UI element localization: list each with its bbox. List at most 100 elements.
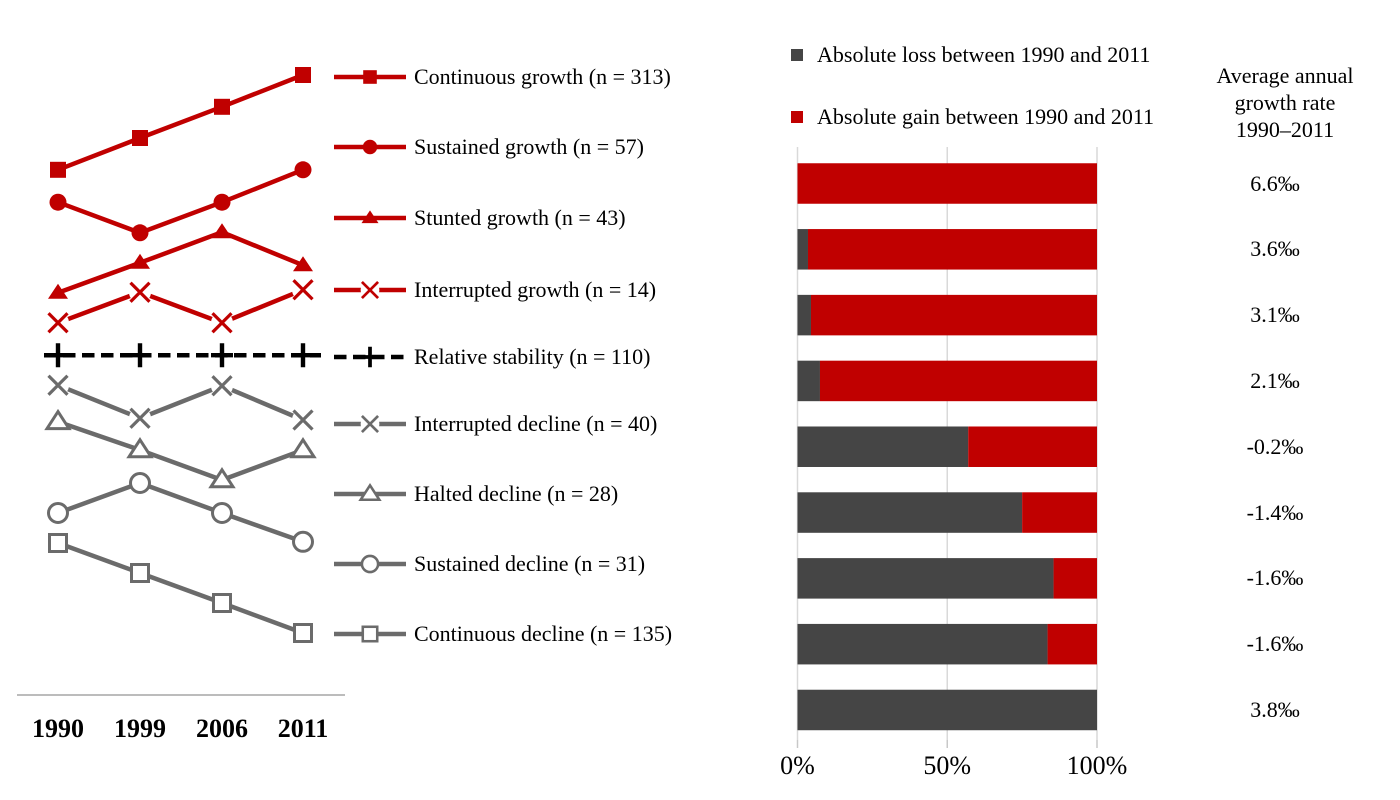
bar-loss-segment-row8 — [797, 623, 1048, 665]
series-marker-stunted-growth-n-43 — [48, 283, 68, 299]
growth-rate-value-row7: -1.6‰ — [1246, 565, 1304, 591]
series-marker-interrupted-decline-n-40 — [211, 374, 233, 397]
bar-loss-segment-row7 — [797, 558, 1054, 599]
legend-key-marker-halted-decline-n-28 — [358, 482, 382, 502]
series-marker-continuous-decline-n-135 — [130, 563, 150, 583]
series-marker-sustained-growth-n-57 — [131, 224, 149, 242]
series-marker-continuous-decline-n-135 — [212, 593, 232, 613]
bar-loss-segment-row9 — [797, 689, 1097, 731]
year-label-2006: 2006 — [196, 714, 248, 743]
legend-key-marker-continuous-growth-n-313 — [363, 70, 377, 84]
series-marker-sustained-decline-n-31 — [47, 502, 69, 524]
series-marker-sustained-decline-n-31 — [292, 530, 314, 553]
growth-rate-value-row3: 3.1‰ — [1250, 302, 1300, 328]
series-line-halted-decline-n-28 — [57, 419, 304, 483]
gain-legend-swatch-icon — [791, 111, 803, 123]
bar-loss-segment-row6 — [797, 492, 1023, 533]
growth-rate-value-row5: -0.2‰ — [1246, 433, 1304, 459]
bar-gain-segment-row1 — [797, 163, 1097, 204]
growth-rate-value-row4: 2.1‰ — [1250, 367, 1300, 393]
legend-key-marker-continuous-decline-n-135 — [361, 625, 379, 643]
series-line-interrupted-decline-n-40 — [57, 383, 304, 423]
year-label-1999: 1999 — [114, 714, 166, 743]
series-marker-sustained-growth-n-57 — [49, 193, 67, 211]
line-legend-label-stunted-growth-n-43: Stunted growth (n = 43) — [414, 205, 626, 230]
year-label-2011: 2011 — [277, 714, 329, 743]
series-line-continuous-decline-n-135 — [57, 540, 304, 636]
bar-axis-label-100: 100% — [1066, 751, 1128, 780]
bar-gain-segment-row7 — [1053, 558, 1097, 599]
bar-gain-segment-row8 — [1047, 623, 1097, 665]
series-marker-continuous-growth-n-313 — [50, 161, 66, 178]
growth-rate-value-row6: -1.4‰ — [1246, 499, 1304, 525]
series-marker-interrupted-growth-n-14 — [292, 278, 314, 301]
series-marker-halted-decline-n-28 — [289, 437, 317, 459]
growth-typology-line-chart — [17, 67, 406, 696]
series-marker-continuous-growth-n-313 — [295, 67, 311, 83]
line-legend-label-interrupted-growth-n-14: Interrupted growth (n = 14) — [414, 277, 657, 302]
growth-rate-value-row2: 3.6‰ — [1250, 236, 1300, 262]
series-marker-sustained-growth-n-57 — [213, 193, 231, 211]
line-legend-label-continuous-decline-n-135: Continuous decline (n = 135) — [414, 621, 673, 646]
loss-gain-stacked-bar-chart — [796, 147, 1098, 748]
line-legend-label-sustained-growth-n-57: Sustained growth (n = 57) — [414, 134, 644, 159]
series-marker-sustained-decline-n-31 — [129, 472, 151, 494]
bar-gain-segment-row5 — [968, 426, 1097, 467]
line-legend-label-sustained-decline-n-31: Sustained decline (n = 31) — [414, 551, 646, 576]
bar-loss-segment-row2 — [797, 229, 808, 270]
series-line-continuous-growth-n-313 — [57, 72, 304, 172]
series-marker-stunted-growth-n-43 — [293, 256, 313, 272]
series-marker-halted-decline-n-28 — [208, 467, 236, 489]
series-marker-interrupted-growth-n-14 — [129, 281, 151, 304]
series-marker-sustained-growth-n-57 — [294, 161, 312, 179]
series-marker-continuous-decline-n-135 — [48, 533, 68, 553]
series-marker-relative-stability-n-110 — [129, 343, 151, 368]
loss-legend-swatch-icon — [791, 49, 803, 61]
series-marker-continuous-growth-n-313 — [214, 98, 230, 115]
bar-legend-item-loss: Absolute loss between 1990 and 2011 — [791, 42, 1150, 68]
growth-rate-value-row9: 3.8‰ — [1250, 696, 1300, 722]
gain-legend-label: Absolute gain between 1990 and 2011 — [817, 104, 1155, 129]
series-marker-interrupted-decline-n-40 — [292, 409, 314, 431]
line-legend-label-relative-stability-n-110: Relative stability (n = 110) — [414, 344, 651, 369]
bar-loss-segment-row5 — [797, 426, 969, 467]
line-legend-label-continuous-growth-n-313: Continuous growth (n = 313) — [414, 64, 671, 89]
legend-key-marker-interrupted-growth-n-14 — [360, 280, 380, 300]
series-line-interrupted-growth-n-14 — [57, 287, 304, 326]
bar-legend-item-gain: Absolute gain between 1990 and 2011 — [791, 104, 1154, 130]
series-line-sustained-decline-n-31 — [57, 480, 304, 544]
bar-gain-segment-row2 — [807, 229, 1097, 270]
growth-rate-value-row1: 6.6‰ — [1250, 170, 1300, 196]
series-marker-interrupted-growth-n-14 — [47, 311, 69, 334]
year-label-1990: 1990 — [32, 714, 84, 743]
series-marker-continuous-growth-n-313 — [132, 130, 148, 146]
legend-key-marker-sustained-growth-n-57 — [362, 139, 378, 155]
loss-legend-label: Absolute loss between 1990 and 2011 — [817, 42, 1151, 67]
bar-gain-segment-row6 — [1022, 492, 1097, 533]
series-marker-interrupted-growth-n-14 — [211, 311, 233, 334]
series-marker-continuous-decline-n-135 — [293, 623, 313, 643]
series-marker-halted-decline-n-28 — [126, 437, 154, 459]
series-marker-relative-stability-n-110 — [211, 343, 233, 368]
legend-key-marker-relative-stability-n-110 — [360, 346, 380, 368]
legend-key-marker-interrupted-decline-n-40 — [360, 414, 380, 434]
series-marker-sustained-decline-n-31 — [211, 502, 233, 524]
line-legend-label-interrupted-decline-n-40: Interrupted decline (n = 40) — [414, 411, 658, 436]
bar-axis-label-0: 0% — [780, 751, 815, 780]
growth-rate-value-row8: -1.6‰ — [1246, 631, 1304, 657]
series-marker-stunted-growth-n-43 — [130, 253, 150, 269]
bar-loss-segment-row4 — [797, 360, 820, 402]
series-line-sustained-growth-n-57 — [57, 167, 304, 236]
line-legend-label-halted-decline-n-28: Halted decline (n = 28) — [414, 481, 619, 506]
series-marker-relative-stability-n-110 — [47, 343, 69, 368]
series-line-stunted-growth-n-43 — [57, 229, 304, 295]
series-marker-relative-stability-n-110 — [292, 343, 314, 368]
bar-axis-label-50: 50% — [923, 751, 972, 780]
bar-gain-segment-row4 — [819, 360, 1097, 402]
series-marker-halted-decline-n-28 — [44, 408, 72, 431]
legend-key-marker-stunted-growth-n-43 — [361, 210, 379, 224]
series-marker-interrupted-decline-n-40 — [47, 374, 69, 397]
series-marker-stunted-growth-n-43 — [212, 223, 232, 239]
bar-loss-segment-row3 — [797, 294, 811, 336]
